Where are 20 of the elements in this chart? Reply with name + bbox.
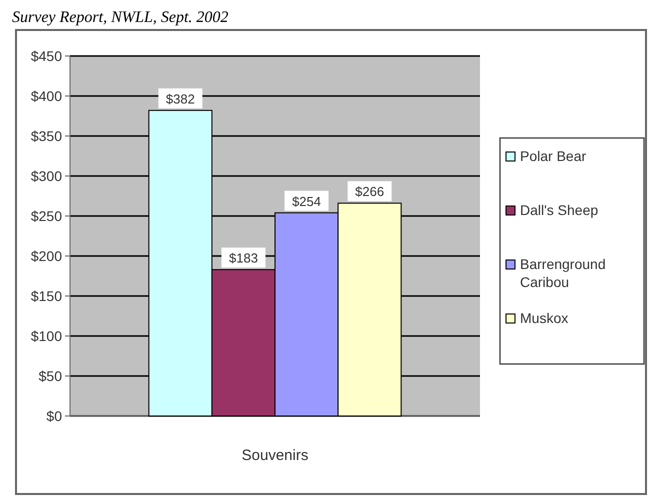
y-tick-label: $0 bbox=[46, 408, 62, 424]
y-tick-label: $100 bbox=[30, 328, 62, 344]
y-tick-label: $400 bbox=[30, 88, 62, 104]
data-label: $254 bbox=[292, 194, 321, 209]
x-axis-title: Souvenirs bbox=[242, 447, 308, 464]
data-label: $382 bbox=[166, 91, 195, 106]
y-tick-label: $350 bbox=[30, 128, 62, 144]
data-label: $183 bbox=[229, 250, 258, 266]
legend-label: Dall's Sheep bbox=[520, 202, 598, 218]
y-tick-label: $450 bbox=[30, 48, 62, 64]
y-tick-label: $200 bbox=[30, 248, 62, 264]
legend-label: Polar Bear bbox=[520, 148, 586, 164]
chart-title: Survey Report, NWLL, Sept. 2002 bbox=[12, 9, 228, 26]
y-tick-label: $250 bbox=[30, 208, 62, 224]
y-tick-label: $300 bbox=[30, 168, 62, 184]
data-label: $266 bbox=[355, 184, 384, 200]
legend-label: Muskox bbox=[520, 310, 568, 326]
y-tick-label: $150 bbox=[30, 288, 62, 304]
y-tick-label: $50 bbox=[38, 368, 62, 384]
legend-label: Barrenground Caribou bbox=[520, 256, 606, 290]
